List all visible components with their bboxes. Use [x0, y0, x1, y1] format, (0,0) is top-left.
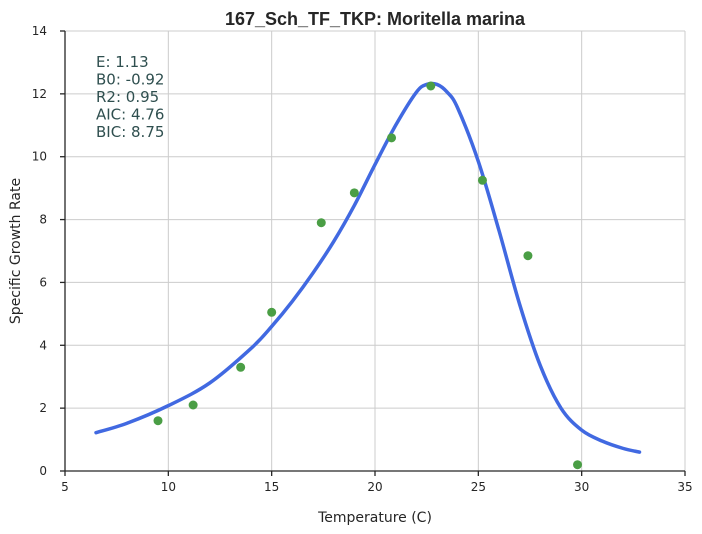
data-point: [426, 81, 436, 91]
grid: [65, 30, 686, 471]
x-tick-label: 20: [367, 480, 382, 494]
y-tick-label: 14: [32, 24, 47, 38]
data-points-layer: [153, 81, 583, 470]
data-point: [523, 251, 533, 261]
data-point: [477, 175, 487, 185]
stat-r2: R2: 0.95: [96, 88, 159, 106]
fit-curve-line: [94, 81, 642, 454]
chart-title: 167_Sch_TF_TKP: Moritella marina: [225, 9, 526, 29]
x-tick-label: 15: [264, 480, 279, 494]
data-point: [153, 416, 163, 426]
data-point: [316, 218, 326, 228]
fit-curve-layer: [94, 81, 642, 454]
x-tick-label: 25: [471, 480, 486, 494]
x-tick-label: 5: [61, 480, 69, 494]
x-axis-label: Temperature (C): [317, 510, 432, 526]
y-tick-label: 0: [39, 464, 47, 478]
stat-b0: B0: -0.92: [96, 71, 164, 89]
y-tick-label: 2: [39, 401, 47, 415]
data-point: [267, 307, 277, 317]
axes: 5 10 15 20 25 30 35 0 2 4 6 8 10 12 14: [32, 24, 693, 494]
data-point: [188, 400, 198, 410]
stat-aic: AIC: 4.76: [96, 106, 164, 124]
y-tick-label: 8: [39, 213, 47, 227]
data-point: [349, 188, 359, 198]
data-point: [236, 362, 246, 372]
y-tick-label: 4: [39, 338, 47, 352]
x-tick-label: 30: [574, 480, 589, 494]
data-point: [573, 460, 583, 470]
stat-bic: BIC: 8.75: [96, 123, 164, 141]
y-tick-label: 6: [39, 275, 47, 289]
y-tick-label: 10: [32, 150, 47, 164]
y-axis-label: Specific Growth Rate: [8, 178, 24, 324]
x-tick-label: 35: [677, 480, 692, 494]
data-point: [387, 133, 397, 143]
x-tick-label: 10: [161, 480, 176, 494]
stat-e: E: 1.13: [96, 53, 149, 71]
stats-annotation: E: 1.13 B0: -0.92 R2: 0.95 AIC: 4.76 BIC…: [96, 53, 164, 141]
y-tick-label: 12: [32, 87, 47, 101]
